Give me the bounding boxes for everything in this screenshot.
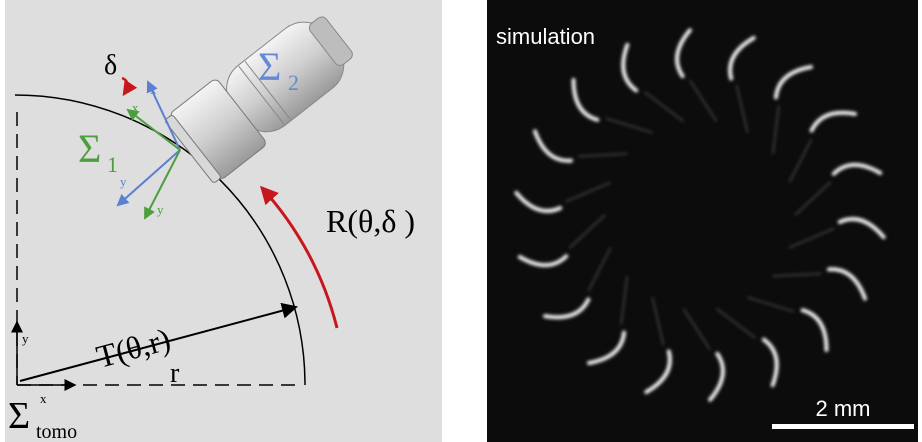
axis-label: y xyxy=(157,202,164,217)
scale-bar-label: 2 mm xyxy=(816,396,871,421)
sigma2: Σ xyxy=(258,44,281,89)
scale-bar xyxy=(772,424,914,429)
sigma-tomo-sub: tomo xyxy=(36,421,77,442)
panel-label: simulation xyxy=(496,24,595,49)
sigma1-sub: 1 xyxy=(107,152,118,177)
axis-label: y xyxy=(22,331,29,346)
sigma2-sub: 2 xyxy=(288,70,299,95)
sigma1: Σ xyxy=(78,126,101,171)
axis-label: x xyxy=(132,100,139,115)
axis-label: x xyxy=(40,391,47,406)
delta-label: δ xyxy=(104,50,117,81)
axis-label: x xyxy=(150,82,157,97)
sigma-tomo: Σ xyxy=(8,395,30,437)
axis-label: y xyxy=(120,174,127,189)
radius-label: r xyxy=(170,358,180,389)
figure: δ Σ 1 Σ 2 x y x y R(θ,δ ) T(θ,r) r y x Σ… xyxy=(0,0,922,442)
rotation-label: R(θ,δ ) xyxy=(326,203,415,239)
